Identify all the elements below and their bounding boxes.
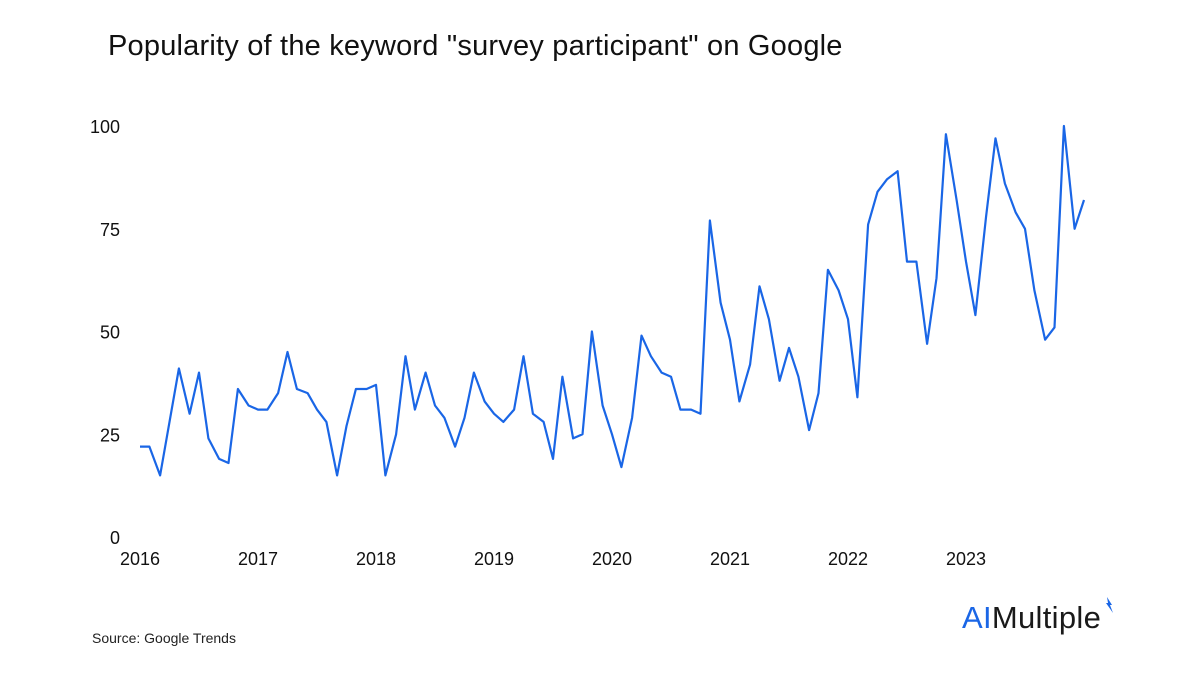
x-tick-label: 2020 (592, 549, 632, 569)
brand-accent-text: AI (962, 600, 992, 635)
series-line (140, 124, 1086, 477)
y-tick-label: 25 (100, 425, 120, 445)
x-tick-label: 2016 (120, 549, 160, 569)
x-tick-label: 2018 (356, 549, 396, 569)
y-axis-ticks: 0 25 50 75 100 (90, 117, 120, 548)
y-tick-label: 75 (100, 220, 120, 240)
y-tick-label: 0 (110, 528, 120, 548)
x-tick-label: 2019 (474, 549, 514, 569)
brand-logo: AI Multiple (962, 597, 1115, 636)
x-tick-label: 2021 (710, 549, 750, 569)
source-note: Source: Google Trends (92, 630, 236, 646)
x-tick-label: 2017 (238, 549, 278, 569)
aimultiple-logo-icon (1106, 597, 1114, 613)
y-tick-label: 100 (90, 117, 120, 137)
y-tick-label: 50 (100, 323, 120, 343)
x-tick-label: 2023 (946, 549, 986, 569)
x-tick-label: 2022 (828, 549, 868, 569)
chart-title: Popularity of the keyword "survey partic… (108, 30, 843, 62)
brand-rest-text: Multiple (991, 600, 1102, 635)
x-axis-ticks: 2016 2017 2018 2019 2020 2021 2022 2023 (120, 549, 986, 569)
